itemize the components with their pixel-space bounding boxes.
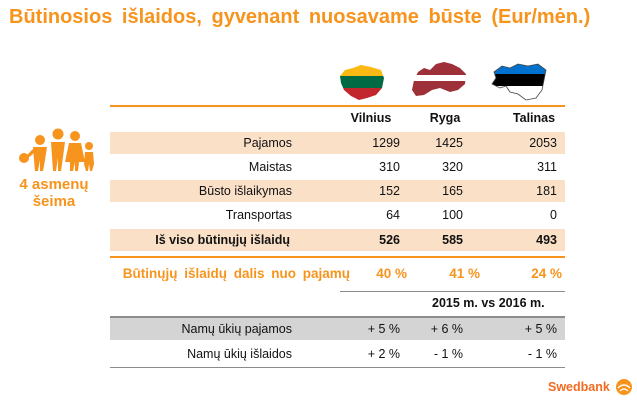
latvia-flag-icon: [410, 60, 468, 98]
family-label-line2: šeima: [32, 193, 76, 210]
cell-vilnius: 310: [379, 160, 400, 174]
row-label: Maistas: [248, 160, 292, 174]
row-label: Pajamos: [243, 136, 292, 150]
column-header-vilnius: Vilnius: [350, 111, 392, 125]
comparison-bottom-rule: [110, 367, 565, 368]
total-talinas: 493: [536, 233, 557, 247]
row-label: Būsto išlaikymas: [198, 184, 292, 198]
cell-talinas: 311: [537, 160, 557, 174]
cell-talinas: 2053: [529, 136, 557, 150]
cell-vilnius: 152: [379, 184, 400, 198]
total-ryga: 585: [442, 233, 463, 247]
column-header-talinas: Talinas: [512, 111, 556, 125]
swedbank-logo: Swedbank: [548, 377, 635, 397]
cell-ryga: 1425: [435, 136, 463, 150]
family-label-line1: 4 asmenų: [19, 176, 89, 193]
cell-vilnius: + 2 %: [367, 347, 400, 361]
column-header-ryga: Ryga: [429, 111, 461, 125]
cell-talinas: 0: [550, 208, 557, 222]
share-talinas: 24 %: [531, 266, 562, 281]
row-label: Transportas: [225, 208, 292, 222]
cell-ryga: 100: [442, 208, 463, 222]
swedbank-logo-icon: [615, 379, 632, 395]
lithuania-flag-icon: [337, 62, 387, 102]
comparison-row: Namų ūkių išlaidos + 2 % - 1 % - 1 %: [110, 343, 565, 365]
total-label: Iš viso būtinųjų išlaidų: [155, 233, 290, 247]
brand-name: Swedbank: [548, 380, 610, 394]
comparison-header: 2015 m. vs 2016 m.: [432, 296, 545, 310]
share-label: Būtinųjų išlaidų dalis nuo pajamų: [122, 266, 350, 281]
estonia-flag-icon: [488, 58, 550, 102]
cell-vilnius: + 5 %: [367, 322, 400, 336]
row-label: Namų ūkių pajamos: [181, 322, 292, 336]
table-row: Maistas 310 320 311: [110, 156, 565, 178]
cell-ryga: - 1 %: [433, 347, 463, 361]
cell-talinas: 181: [536, 184, 557, 198]
cell-ryga: + 6 %: [430, 322, 463, 336]
share-ryga: 41 %: [449, 266, 480, 281]
total-bottom-rule: [110, 256, 565, 258]
cell-vilnius: 64: [386, 208, 400, 222]
comparison-top-rule: [340, 291, 565, 292]
table-row: Būsto išlaikymas 152 165 181: [110, 180, 565, 202]
row-label: Namų ūkių išlaidos: [187, 347, 292, 361]
table-row: Transportas 64 100 0: [110, 204, 565, 226]
total-row: Iš viso būtinųjų išlaidų 526 585 493: [110, 229, 565, 251]
comparison-header-rule: [110, 316, 565, 318]
family-icon: [19, 128, 94, 171]
cell-talinas: + 5 %: [524, 322, 557, 336]
cell-vilnius: 1299: [372, 136, 400, 150]
cell-ryga: 165: [442, 184, 463, 198]
comparison-row: Namų ūkių pajamos + 5 % + 6 % + 5 %: [110, 318, 565, 340]
table-top-rule: [110, 105, 565, 107]
cell-ryga: 320: [442, 160, 463, 174]
table-row: Pajamos 1299 1425 2053: [110, 132, 565, 154]
share-vilnius: 40 %: [376, 266, 407, 281]
total-vilnius: 526: [379, 233, 400, 247]
page-title: Būtinosios išlaidos, gyvenant nuosavame …: [9, 6, 591, 28]
family-block: 4 asmenų šeima: [2, 122, 106, 210]
cell-talinas: - 1 %: [527, 347, 557, 361]
